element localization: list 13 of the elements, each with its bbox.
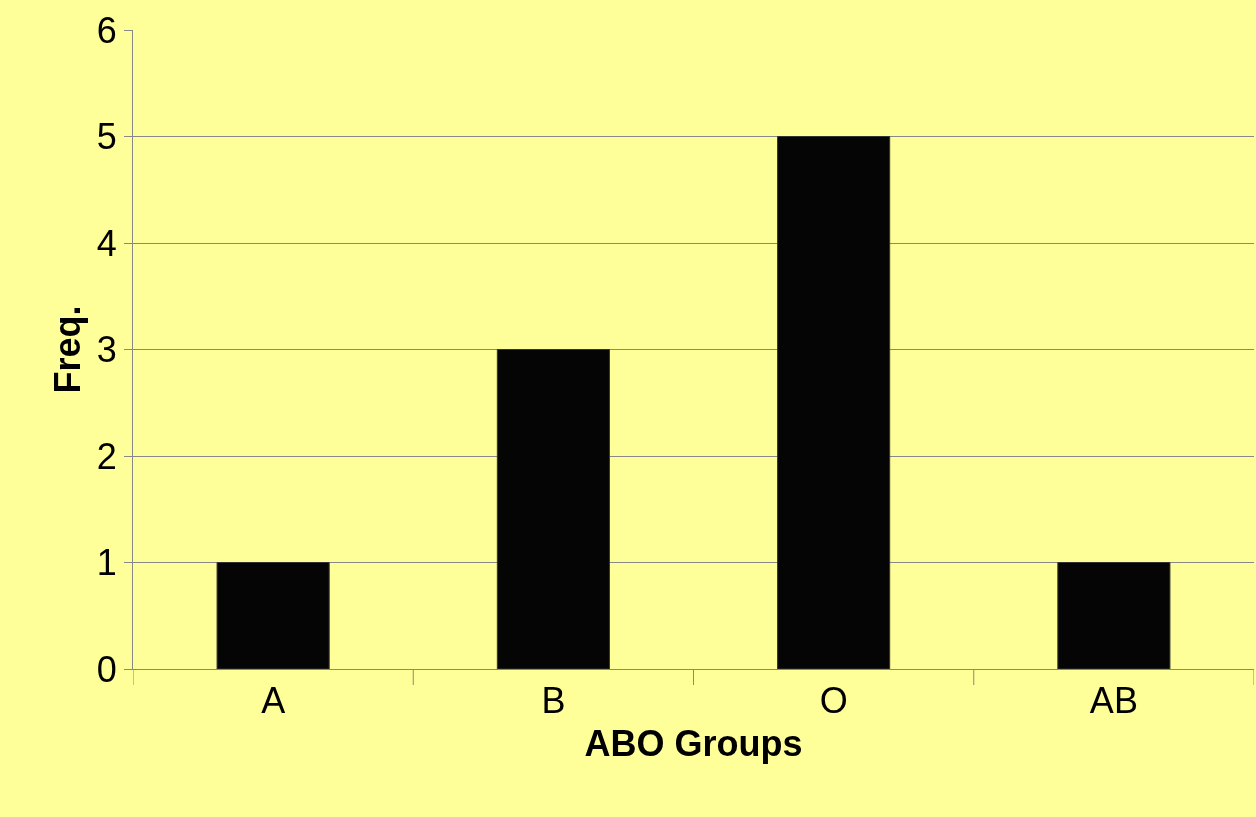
y-tick-label: 2 xyxy=(96,435,117,477)
x-tick-label: AB xyxy=(1089,680,1138,722)
x-axis-title: ABO Groups xyxy=(584,722,803,764)
y-tick-label: 6 xyxy=(96,9,117,51)
x-tick-label: O xyxy=(819,680,848,722)
x-tick-label: A xyxy=(261,680,286,722)
y-tick-label: 5 xyxy=(96,116,117,158)
y-tick-label: 0 xyxy=(96,648,117,690)
y-axis-title: Freq. xyxy=(46,305,88,394)
y-tick-label: 3 xyxy=(96,329,117,371)
x-tick-label: B xyxy=(541,680,566,722)
y-tick-label: 1 xyxy=(96,542,117,584)
y-tick-label: 4 xyxy=(96,222,117,264)
